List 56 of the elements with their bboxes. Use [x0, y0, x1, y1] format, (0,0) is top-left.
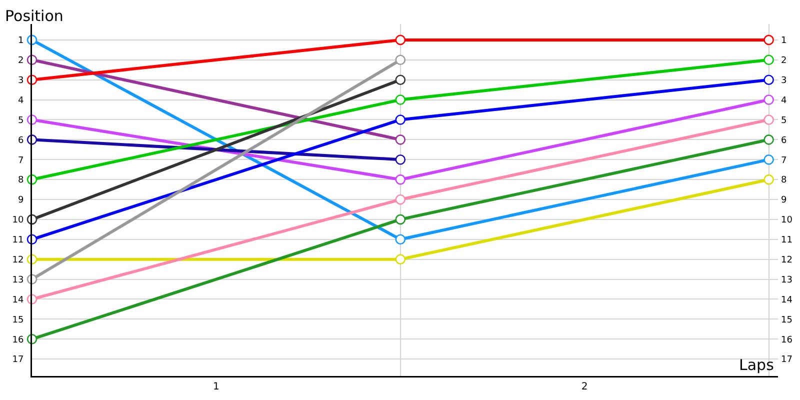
y2-tick-label: 6: [781, 136, 787, 146]
point: [764, 94, 774, 105]
y-tick-label: 9: [18, 196, 24, 206]
y2-tick-label: 17: [781, 355, 792, 366]
point: [764, 174, 774, 185]
point: [395, 54, 406, 66]
y2-tick-label: 1: [781, 36, 787, 46]
y2-tick-label: 15: [781, 315, 792, 326]
point: [395, 254, 406, 264]
y-tick-label: 6: [18, 136, 24, 146]
x-axis-title: Laps: [739, 356, 774, 374]
y-tick-label: 17: [12, 355, 24, 366]
y-tick-label: 11: [12, 236, 24, 246]
point: [764, 74, 774, 85]
y2-tick-label: 4: [781, 96, 787, 106]
y2-tick-label: 11: [781, 236, 792, 246]
y2-tick-label: 14: [781, 295, 793, 306]
y-tick-label: 5: [18, 116, 24, 126]
y-tick-label: 4: [18, 96, 24, 106]
y2-tick-label: 9: [781, 196, 787, 206]
y2-tick-label: 5: [781, 116, 787, 126]
point: [395, 234, 406, 245]
point: [764, 154, 774, 165]
point: [764, 134, 774, 145]
point: [395, 94, 406, 105]
point: [764, 114, 774, 125]
point: [764, 34, 774, 46]
y-tick-label: 14: [12, 295, 24, 306]
y2-tick-label: 7: [781, 156, 787, 166]
y2-tick-label: 16: [781, 335, 793, 346]
point: [395, 134, 406, 145]
y-tick-label: 16: [12, 335, 24, 346]
point: [395, 194, 406, 205]
y-tick-label: 13: [12, 275, 24, 286]
y-tick-label: 2: [18, 56, 24, 66]
point: [395, 174, 406, 185]
y2-tick-label: 12: [781, 255, 792, 266]
y-tick-label: 7: [18, 156, 24, 166]
y-tick-label: 15: [12, 315, 24, 326]
y2-tick-label: 13: [781, 275, 792, 286]
y2-tick-label: 2: [781, 56, 787, 66]
point: [395, 154, 406, 165]
y-tick-label: 8: [18, 176, 24, 186]
point: [395, 74, 406, 85]
y2-tick-label: 3: [781, 76, 787, 86]
point: [395, 34, 406, 46]
point: [395, 214, 406, 225]
y-tick-label: 3: [18, 76, 24, 86]
y-axis-title: Position: [5, 7, 64, 25]
point: [395, 114, 406, 125]
y2-tick-label: 10: [781, 216, 793, 226]
y-tick-label: 10: [12, 216, 24, 226]
point: [764, 54, 774, 66]
y2-tick-label: 8: [781, 176, 787, 186]
y-tick-label: 12: [12, 255, 24, 266]
y-tick-label: 1: [18, 36, 24, 46]
